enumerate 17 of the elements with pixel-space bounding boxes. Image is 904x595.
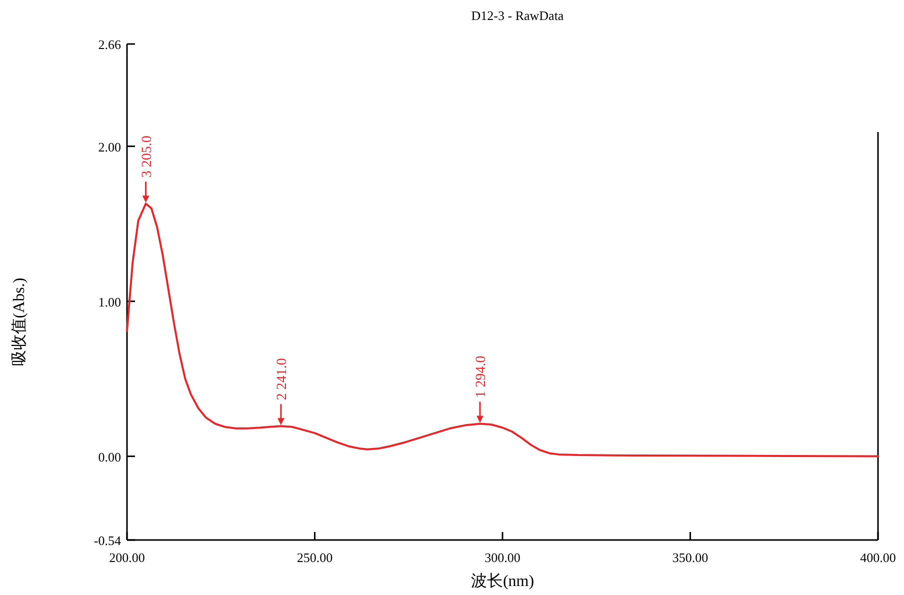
y-tick-label: 0.00 bbox=[98, 449, 121, 464]
x-axis-title: 波长(nm) bbox=[470, 572, 534, 590]
annotation: 3 205.0 bbox=[140, 136, 155, 178]
y-tick-label: -0.54 bbox=[94, 533, 122, 548]
annotation: 2 241.0 bbox=[274, 358, 290, 400]
x-tick-label: 300.00 bbox=[484, 550, 520, 565]
line-series bbox=[126, 202, 879, 458]
chart-title: D12-3 - RawData bbox=[471, 8, 564, 23]
y-tick-label: 1.00 bbox=[98, 294, 121, 310]
y-axis-title: 吸收值(Abs.) bbox=[11, 278, 28, 366]
y-tick-label: 2.00 bbox=[98, 139, 121, 154]
x-tick-label: 250.00 bbox=[296, 550, 333, 565]
x-tick-label: 400.00 bbox=[860, 550, 896, 565]
y-tick-label: 2.66 bbox=[98, 37, 122, 52]
x-tick-label: 200.00 bbox=[109, 550, 145, 565]
annotation: 1 294.0 bbox=[474, 356, 489, 398]
x-tick-label: 350.00 bbox=[672, 550, 708, 565]
